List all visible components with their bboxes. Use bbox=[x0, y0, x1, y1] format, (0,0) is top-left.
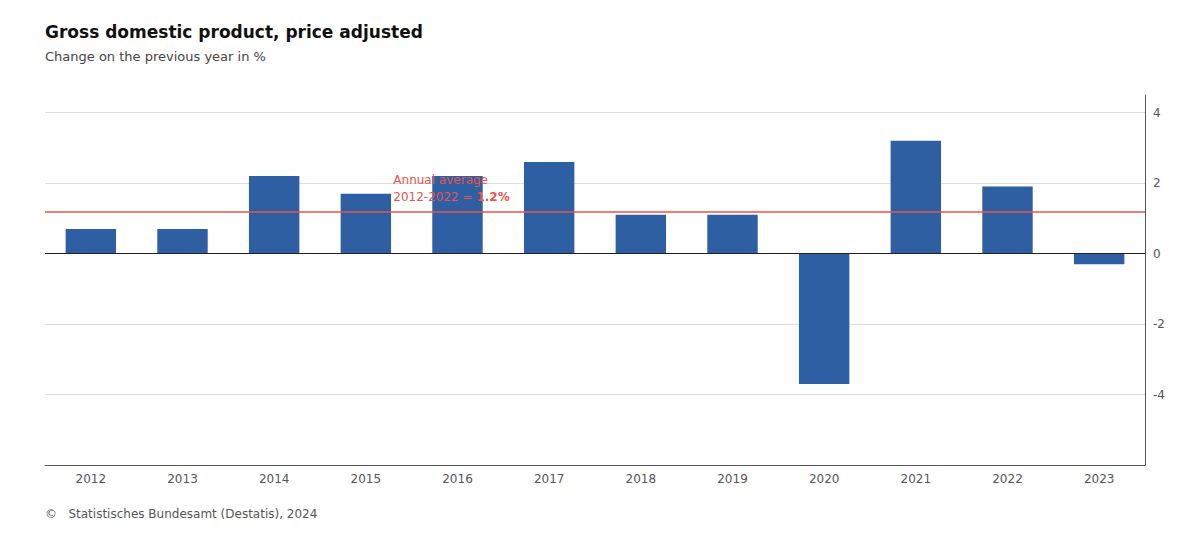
svg-text:2019: 2019 bbox=[717, 472, 748, 486]
svg-text:2018: 2018 bbox=[626, 472, 657, 486]
svg-text:2012-2022 =: 2012-2022 = bbox=[393, 190, 476, 204]
svg-text:2021: 2021 bbox=[901, 472, 932, 486]
svg-text:Gross domestic product, price: Gross domestic product, price adjusted bbox=[45, 22, 423, 42]
svg-text:2023: 2023 bbox=[1084, 472, 1115, 486]
svg-text:2016: 2016 bbox=[442, 472, 473, 486]
svg-text:-4: -4 bbox=[1153, 388, 1165, 402]
svg-text:2: 2 bbox=[1153, 176, 1161, 190]
svg-text:Annual average: Annual average bbox=[393, 173, 488, 187]
svg-text:© Statistisches Bundesamt (D: © Statistisches Bundesamt (Destatis), 20… bbox=[45, 507, 317, 521]
svg-text:-2: -2 bbox=[1153, 317, 1165, 331]
svg-text:Change on the previous year in: Change on the previous year in % bbox=[45, 49, 266, 64]
svg-text:2022: 2022 bbox=[992, 472, 1023, 486]
svg-text:2013: 2013 bbox=[167, 472, 198, 486]
svg-text:1.2%: 1.2% bbox=[476, 190, 509, 204]
svg-text:4: 4 bbox=[1153, 106, 1161, 120]
svg-text:2017: 2017 bbox=[534, 472, 565, 486]
svg-text:2020: 2020 bbox=[809, 472, 840, 486]
svg-text:2015: 2015 bbox=[351, 472, 382, 486]
svg-text:2014: 2014 bbox=[259, 472, 290, 486]
svg-text:2012: 2012 bbox=[76, 472, 107, 486]
svg-text:0: 0 bbox=[1153, 247, 1161, 261]
